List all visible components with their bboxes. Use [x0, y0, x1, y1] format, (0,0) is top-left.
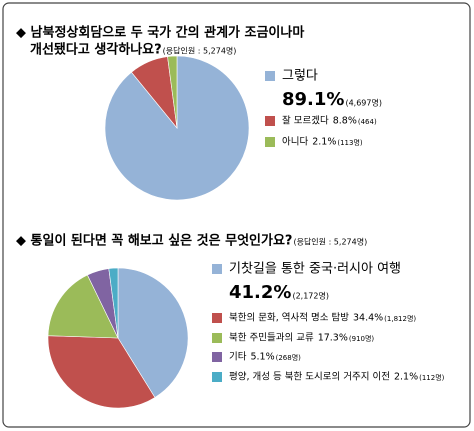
value-label: 41.2%: [229, 282, 291, 303]
legend-swatch: [265, 71, 275, 81]
count-label: (464): [358, 118, 377, 126]
count-label: (2,172명): [292, 291, 329, 301]
pie-slice: [47, 274, 119, 339]
value-label: 2.1%: [394, 372, 418, 383]
legend-label: 북한 주민들과의 교류: [229, 333, 314, 344]
pie-slice: [108, 267, 119, 339]
chart-subtitle: (응답인원 : 5,274명): [293, 237, 367, 247]
frame: [2, 2, 471, 428]
chart-title: 개선됐다고 생각하나요?: [30, 42, 162, 58]
chart-title: ◆ 남북정상회담으로 두 국가 간의 관계가 조금이나마: [16, 25, 304, 41]
legend-label: 잘 모르겠다: [282, 115, 329, 127]
legend-label: 그렇다: [282, 69, 318, 84]
value-label: 8.8%: [333, 116, 357, 127]
value-label: 34.4%: [353, 313, 383, 324]
pie-slice: [104, 55, 250, 201]
count-label: (113명): [337, 138, 363, 147]
pie-slice: [117, 267, 189, 398]
count-label: (268명): [276, 353, 302, 362]
value-label: 2.1%: [312, 137, 336, 148]
value-label: 89.1%: [282, 89, 344, 110]
legend-label: 기타: [229, 352, 247, 363]
legend-swatch: [212, 372, 222, 382]
legend-label: 아니다: [282, 137, 308, 148]
value-label: 17.3%: [318, 333, 348, 344]
legend-label: 기찻길을 통한 중국·러시아 여행: [229, 261, 401, 277]
legend-label: 평양, 개성 등 북한 도시로의 거주지 이전: [229, 372, 390, 383]
legend-swatch: [212, 352, 222, 362]
legend-swatch: [265, 137, 275, 147]
value-label: 5.1%: [250, 352, 274, 363]
legend-swatch: [212, 333, 222, 343]
legend-label: 북한의 문화, 역사적 명소 탐방: [229, 312, 349, 324]
pie-slice: [167, 55, 178, 129]
count-label: (4,697명): [345, 98, 382, 108]
count-label: (910명): [349, 334, 375, 343]
chart-subtitle: (응답인원 : 5,274명): [163, 46, 237, 56]
legend-swatch: [265, 116, 275, 126]
count-label: (1,812명): [384, 314, 416, 323]
count-label: (112명): [419, 373, 445, 382]
legend-swatch: [212, 264, 222, 274]
chart-title: ◆ 통일이 된다면 꼭 해보고 싶은 것은 무엇인가요?: [16, 233, 292, 249]
legend-swatch: [212, 313, 222, 323]
pie-slice: [47, 335, 156, 409]
